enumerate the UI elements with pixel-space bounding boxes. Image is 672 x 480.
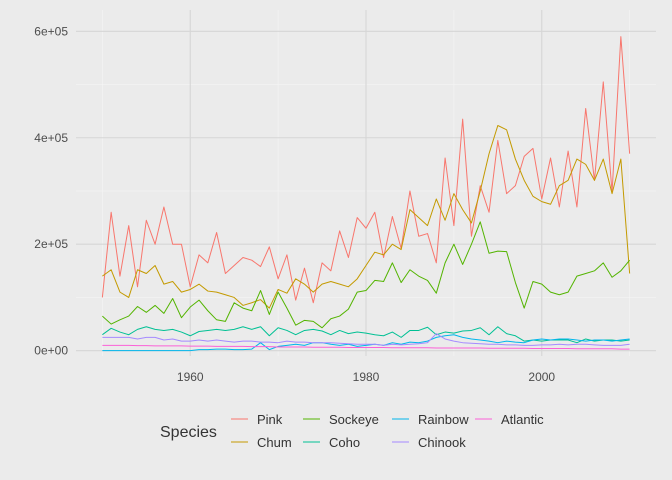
series-line-rainbow [102, 334, 630, 352]
x-axis-ticks: 1960 1980 2000 [177, 370, 556, 384]
x-tick-label: 2000 [528, 370, 555, 384]
x-tick-label: 1960 [177, 370, 204, 384]
grid-lines [76, 10, 656, 356]
legend-label-pink: Pink [257, 412, 283, 427]
y-tick-label: 0e+00 [34, 344, 68, 358]
y-tick-label: 6e+05 [34, 24, 68, 38]
legend-label-chinook: Chinook [418, 435, 466, 450]
legend-label-sockeye: Sockeye [329, 412, 379, 427]
x-tick-label: 1980 [353, 370, 380, 384]
legend-label-rainbow: Rainbow [418, 412, 469, 427]
legend-label-chum: Chum [257, 435, 292, 450]
series-line-sockeye [102, 221, 631, 329]
series-line-coho [102, 326, 630, 344]
series-line-chum [102, 125, 631, 309]
y-axis-ticks: 0e+00 2e+05 4e+05 6e+05 [34, 24, 68, 357]
series-lines [101, 36, 631, 352]
legend-label-atlantic: Atlantic [501, 412, 544, 427]
legend-title: Species [160, 424, 217, 441]
legend: Species Pink Chum Sockeye Coho Rainbow Chinoo… [160, 412, 544, 450]
legend-label-coho: Coho [329, 435, 360, 450]
y-tick-label: 4e+05 [34, 131, 68, 145]
series-line-pink [101, 36, 631, 304]
y-tick-label: 2e+05 [34, 237, 68, 251]
series-line-chinook [102, 333, 630, 346]
series-line-atlantic [102, 344, 630, 350]
